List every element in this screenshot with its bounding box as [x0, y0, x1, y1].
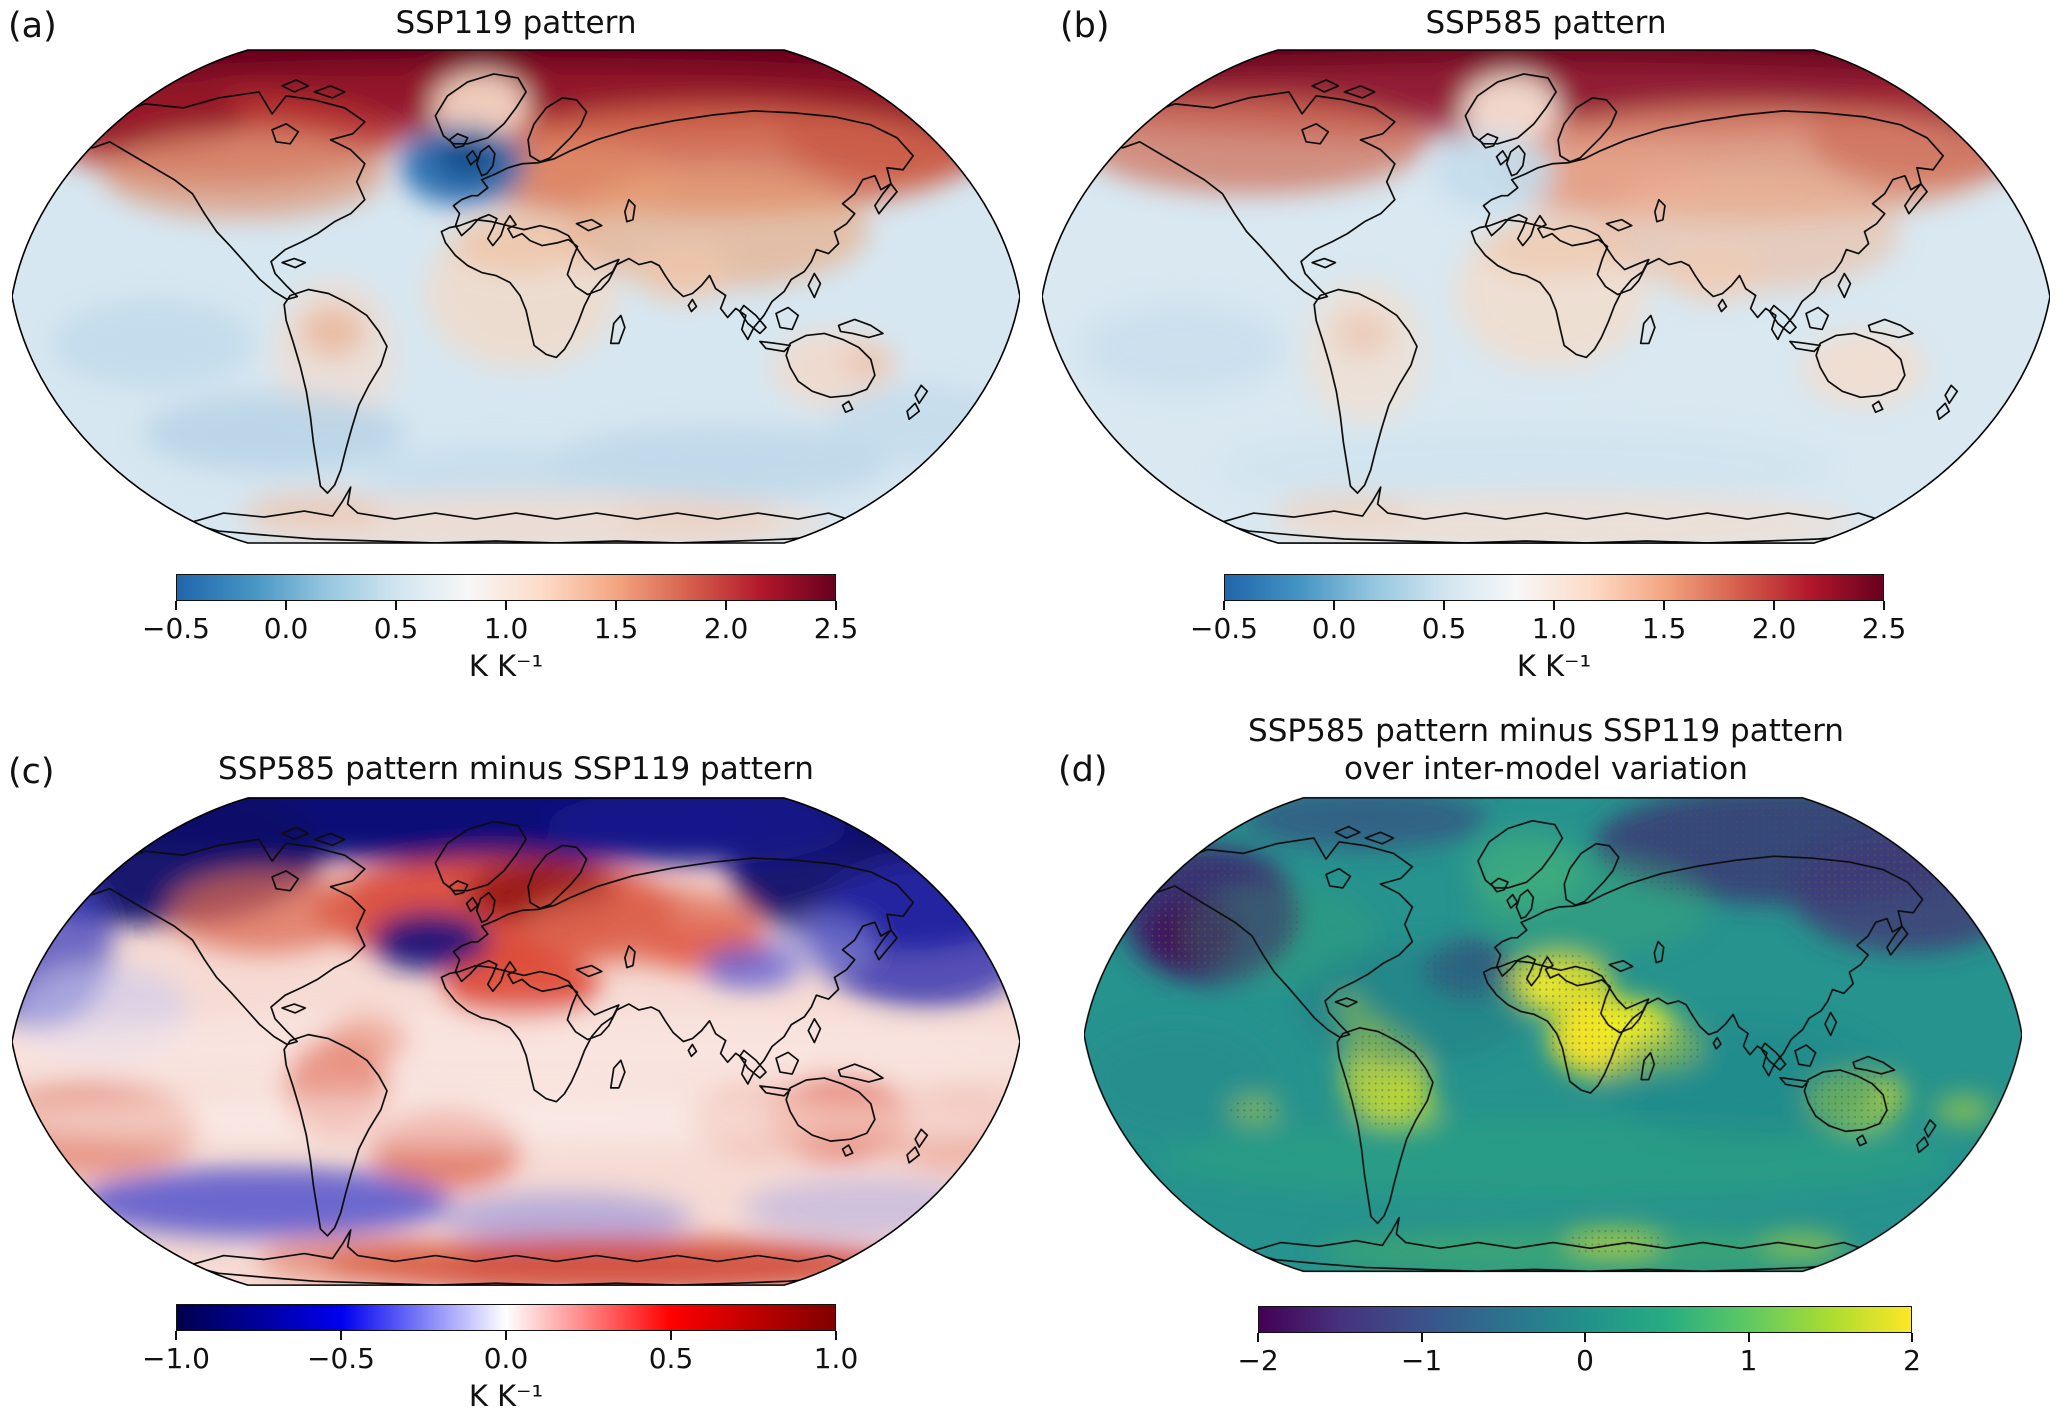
- colorbar-gradient-a: [176, 574, 836, 601]
- colorbar-ticks-d: −2 −1 0 1 2: [1237, 1333, 1921, 1381]
- panel-b: (b) SSP585 pattern −0.5 0.0 0.5 1.0 1.5 2.0 2.…: [1034, 0, 2067, 712]
- colorbar-tick: [1883, 601, 1885, 610]
- colorbar-tick-label: 2: [1903, 1344, 1921, 1377]
- colorbar-tick-label: −1: [1400, 1344, 1443, 1377]
- colorbar-unit-c: K K⁻¹: [468, 1379, 544, 1413]
- colorbar-tick-label: −0.5: [307, 1342, 375, 1375]
- colorbar-tick-label: 0.0: [1311, 612, 1357, 645]
- panel-label-a: (a): [8, 6, 57, 46]
- colorbar-tick: [1911, 1333, 1913, 1342]
- colorbar-gradient-b: [1224, 574, 1884, 601]
- colorbar-tick-label: 1.5: [1641, 612, 1687, 645]
- colorbar-b: −0.5 0.0 0.5 1.0 1.5 2.0 2.5 K K⁻¹: [1190, 574, 1906, 683]
- colorbar-tick: [505, 601, 507, 610]
- panel-title-a: SSP119 pattern: [395, 5, 637, 41]
- colorbar-tick: [725, 601, 727, 610]
- panel-title-c: SSP585 pattern minus SSP119 pattern: [218, 751, 814, 787]
- colorbar-c: −1.0 −0.5 0.0 0.5 1.0 K K⁻¹: [142, 1304, 858, 1413]
- colorbar-tick: [1420, 1333, 1423, 1342]
- colorbar-tick-label: 0.0: [263, 612, 309, 645]
- panel-a: (a) SSP119 pattern −0.5 0.0 0.5 1.0 1.5 2.0 2.…: [0, 0, 1033, 712]
- colorbar-tick-label: 1.0: [483, 612, 529, 645]
- colorbar-d: −2 −1 0 1 2: [1237, 1306, 1921, 1381]
- colorbar-tick: [1553, 601, 1555, 610]
- colorbar-tick: [505, 1331, 507, 1340]
- colorbar-tick-label: 2.0: [703, 612, 749, 645]
- colorbar-gradient-c: [176, 1304, 836, 1331]
- panel-label-b: (b): [1060, 6, 1110, 46]
- panel-label-c: (c): [8, 752, 55, 792]
- colorbar-tick-label: 2.5: [813, 612, 859, 645]
- colorbar-tick-label: 1.0: [813, 1342, 859, 1375]
- colorbar-tick: [1663, 601, 1665, 610]
- colorbar-tick: [1584, 1333, 1586, 1342]
- panel-c: (c) SSP585 pattern minus SSP119 pattern …: [0, 712, 1033, 1425]
- colorbar-tick-label: 0.5: [373, 612, 419, 645]
- panel-d: (d) SSP585 pattern minus SSP119 pattern …: [1034, 712, 2067, 1425]
- colorbar-tick-label: 1.0: [1531, 612, 1577, 645]
- colorbar-tick-label: 0.5: [1421, 612, 1467, 645]
- colorbar-tick-label: 0: [1576, 1344, 1594, 1377]
- colorbar-tick: [835, 601, 837, 610]
- panel-title-d: SSP585 pattern minus SSP119 pattern over…: [1248, 713, 1844, 787]
- colorbar-tick-label: 2.5: [1861, 612, 1907, 645]
- world-map-a: [12, 49, 1020, 544]
- colorbar-tick: [1747, 1333, 1750, 1342]
- colorbar-tick: [1223, 601, 1225, 610]
- colorbar-tick-label: 0.0: [483, 1342, 529, 1375]
- colorbar-tick-label: −0.5: [1190, 612, 1258, 645]
- colorbar-tick-label: 1: [1739, 1344, 1758, 1377]
- colorbar-tick: [340, 1331, 342, 1340]
- panel-title-b: SSP585 pattern: [1425, 5, 1667, 41]
- colorbar-ticks-a: −0.5 0.0 0.5 1.0 1.5 2.0 2.5: [142, 601, 858, 649]
- colorbar-tick: [670, 1331, 672, 1340]
- colorbar-tick: [1333, 601, 1335, 610]
- world-map-c: [12, 797, 1020, 1286]
- colorbar-tick: [395, 601, 397, 610]
- colorbar-tick-label: 0.5: [648, 1342, 694, 1375]
- colorbar-tick: [1773, 601, 1775, 610]
- colorbar-tick: [615, 601, 617, 610]
- colorbar-tick: [175, 601, 177, 610]
- panel-label-d: (d): [1058, 750, 1108, 790]
- colorbar-tick: [285, 601, 287, 610]
- colorbar-unit-a: K K⁻¹: [468, 649, 544, 683]
- colorbar-gradient-d: [1258, 1306, 1912, 1333]
- colorbar-ticks-c: −1.0 −0.5 0.0 0.5 1.0: [142, 1331, 858, 1379]
- colorbar-unit-b: K K⁻¹: [1516, 649, 1592, 683]
- colorbar-tick: [1257, 1333, 1259, 1342]
- colorbar-tick-label: 2.0: [1751, 612, 1797, 645]
- world-map-d: [1084, 796, 2022, 1273]
- colorbar-tick: [175, 1331, 177, 1340]
- world-map-b: [1042, 49, 2050, 544]
- colorbar-ticks-b: −0.5 0.0 0.5 1.0 1.5 2.0 2.5: [1190, 601, 1906, 649]
- colorbar-tick-label: 1.5: [593, 612, 639, 645]
- colorbar-tick: [1443, 601, 1445, 610]
- colorbar-tick: [835, 1331, 837, 1340]
- colorbar-tick-label: −0.5: [142, 612, 210, 645]
- colorbar-tick-label: −2: [1237, 1344, 1279, 1377]
- colorbar-a: −0.5 0.0 0.5 1.0 1.5 2.0 2.5 K K⁻¹: [142, 574, 858, 683]
- colorbar-tick-label: −1.0: [142, 1342, 210, 1375]
